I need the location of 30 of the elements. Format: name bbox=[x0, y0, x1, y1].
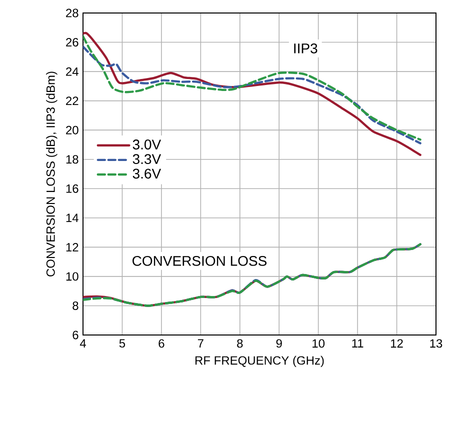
y-tick-label: 8 bbox=[72, 301, 78, 310]
y-tick-label: 10 bbox=[66, 272, 78, 281]
x-tick-label: 8 bbox=[237, 339, 243, 348]
x-tick-label: 4 bbox=[80, 339, 86, 348]
x-tick-label: 10 bbox=[312, 339, 325, 348]
line-series bbox=[83, 243, 422, 307]
x-tick-label: 7 bbox=[198, 339, 204, 348]
legend-label: 3.0V bbox=[132, 140, 162, 150]
y-axis-title: CONVERSION LOSS (dB), IIP3 (dBm) bbox=[46, 72, 58, 276]
y-tick-label: 6 bbox=[72, 330, 78, 340]
y-tick-label: 20 bbox=[66, 126, 78, 134]
y-tick-label: 12 bbox=[66, 242, 78, 252]
y-tick-label: 22 bbox=[66, 96, 78, 106]
annotation: IIP3 bbox=[294, 43, 318, 54]
legend-label: 3.3V bbox=[132, 154, 162, 164]
legend-label: 3.6V bbox=[132, 168, 162, 179]
y-tick-label: 14 bbox=[66, 214, 78, 222]
x-tick-label: 12 bbox=[391, 339, 403, 348]
y-tick-label: 24 bbox=[66, 67, 78, 76]
x-tick-label: 9 bbox=[276, 339, 282, 348]
x-tick-label: 13 bbox=[430, 339, 442, 348]
x-tick-label: 11 bbox=[352, 339, 364, 348]
y-tick-label: 16 bbox=[66, 184, 78, 193]
x-tick-label: 5 bbox=[119, 339, 126, 348]
x-axis-title: RF FREQUENCY (GHz) bbox=[195, 356, 324, 368]
y-tick-label: 18 bbox=[66, 155, 78, 164]
x-tick-label: 6 bbox=[158, 339, 164, 348]
annotation: CONVERSION LOSS bbox=[132, 256, 267, 266]
y-tick-label: 28 bbox=[66, 8, 78, 18]
y-tick-label: 26 bbox=[66, 38, 78, 47]
